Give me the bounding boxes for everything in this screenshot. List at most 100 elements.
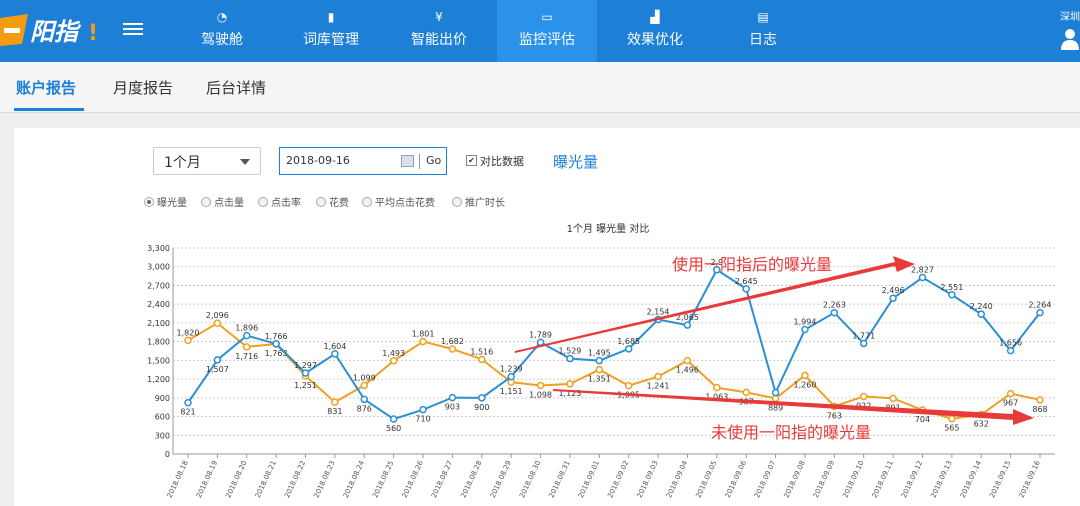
x-tick-label: 2018.09.03: [636, 459, 660, 499]
chevron-down-icon: [240, 159, 250, 165]
data-label: 821: [180, 408, 195, 417]
report-panel: [14, 128, 1080, 506]
y-tick-label: 1,500: [147, 356, 170, 365]
nav-item-label: 效果优化: [627, 32, 683, 48]
bookmark-icon: ▮: [327, 10, 335, 24]
tab-backend-details[interactable]: 后台详情: [206, 79, 267, 97]
data-point: [889, 394, 897, 403]
nav-item-2[interactable]: ¥ 智能出价: [389, 0, 489, 62]
x-tick-label: 2018.08.26: [401, 459, 425, 499]
data-point: [889, 294, 897, 302]
data-label: 1,896: [235, 324, 258, 333]
nav-item-4[interactable]: ▟ 效果优化: [605, 0, 705, 62]
data-point: [389, 415, 398, 423]
data-point: [654, 372, 662, 381]
calendar-icon[interactable]: [401, 155, 414, 167]
radio-duration[interactable]: 推广时长: [452, 194, 505, 209]
user-avatar-icon[interactable]: [1060, 28, 1080, 50]
radio-impressions[interactable]: 曝光量: [144, 194, 187, 209]
y-tick-label: 300: [155, 431, 170, 440]
data-point: [478, 394, 486, 402]
tab-account-report[interactable]: 账户报告: [16, 79, 77, 97]
data-label: 1,099: [353, 373, 376, 382]
user-location: 深圳: [1060, 12, 1080, 23]
go-button[interactable]: Go: [426, 154, 442, 167]
radio-ctr[interactable]: 点击率: [258, 194, 301, 209]
data-label: 1,516: [470, 347, 493, 356]
x-tick-label: 2018.09.04: [665, 459, 689, 499]
nav-item-0[interactable]: ◔ 驾驶舱: [172, 0, 272, 62]
nav-item-1[interactable]: ▮ 词库管理: [281, 0, 381, 62]
data-label: 1,239: [500, 365, 523, 374]
x-tick-label: 2018.09.02: [606, 459, 630, 499]
data-point: [1036, 396, 1044, 404]
period-select-value: 1个月: [164, 155, 201, 171]
data-point: [331, 350, 339, 358]
radio-icon: [362, 197, 372, 207]
data-point: [713, 383, 721, 392]
data-point: [1036, 308, 1044, 317]
nav-item-5[interactable]: ▤ 日志: [713, 0, 813, 62]
y-tick-label: 3,300: [147, 244, 170, 253]
monitor-icon: ▭: [541, 10, 553, 24]
data-point: [243, 343, 251, 351]
x-tick-label: 2018.08.23: [313, 459, 337, 499]
x-tick-label: 2018.09.05: [694, 459, 718, 499]
data-point: [595, 365, 604, 374]
data-label: 2,827: [911, 266, 934, 275]
y-tick-label: 0: [165, 450, 170, 459]
data-point: [713, 266, 721, 274]
top-navigation-bar: 阳指 ! ◔ 驾驶舱 ▮ 词库管理 ¥ 智能出价 ▭ 监控评估 ▟ 效果优化 ▤ 日志 深圳: [0, 0, 1080, 62]
radio-icon: [452, 197, 462, 207]
data-label: 1,716: [235, 352, 258, 361]
data-point: [1006, 389, 1015, 398]
nav-item-3[interactable]: ▭ 监控评估: [497, 0, 597, 62]
data-label: 560: [386, 424, 401, 433]
x-tick-label: 2018.09.09: [812, 459, 836, 499]
x-tick-label: 2018.09.01: [577, 459, 601, 499]
data-label: 710: [415, 415, 430, 424]
data-point: [742, 388, 750, 397]
radio-cost[interactable]: 花费: [316, 194, 349, 209]
data-label: 2,065: [676, 313, 699, 322]
radio-clicks[interactable]: 点击量: [201, 194, 244, 209]
x-tick-label: 2018.08.25: [371, 459, 395, 499]
data-point: [830, 308, 839, 317]
radio-icon: [316, 197, 326, 207]
data-point: [566, 380, 574, 388]
data-point: [566, 354, 574, 363]
period-select[interactable]: 1个月: [153, 147, 261, 175]
divider: [419, 154, 420, 169]
hamburger-menu-icon[interactable]: [123, 20, 143, 36]
x-tick-label: 2018.09.08: [783, 459, 807, 499]
data-point: [801, 371, 809, 380]
data-point: [419, 405, 427, 414]
data-label: 831: [327, 407, 342, 416]
data-label: 1,507: [206, 365, 229, 374]
data-label: 2,9: [710, 258, 723, 267]
data-label: 1,685: [617, 337, 640, 346]
x-tick-label: 2018.08.24: [342, 459, 366, 499]
annotation-with-product: 使用一阳指后的曝光量: [672, 255, 832, 274]
x-tick-label: 2018.09.10: [841, 459, 865, 499]
data-point: [184, 398, 192, 407]
yen-icon: ¥: [435, 10, 443, 24]
data-point: [448, 393, 457, 402]
tab-monthly-report[interactable]: 月度报告: [113, 79, 174, 97]
date-input[interactable]: 2018-09-16 Go: [279, 147, 447, 175]
data-label: 1,098: [529, 390, 552, 399]
data-label: 1,351: [588, 375, 611, 384]
x-tick-label: 2018.08.30: [518, 459, 542, 499]
data-label: 1,656: [999, 339, 1022, 348]
data-label: 2,645: [735, 277, 758, 286]
brand-logo[interactable]: 阳指 !: [0, 10, 102, 50]
data-label: 1,063: [705, 393, 728, 402]
radio-avg-cpc[interactable]: 平均点击花费: [362, 194, 435, 209]
x-tick-label: 2018.09.07: [753, 459, 777, 499]
data-label: 763: [827, 411, 842, 420]
data-label: 1,801: [412, 330, 435, 339]
compare-checkbox[interactable]: ✔: [466, 155, 477, 166]
data-label: 868: [1032, 405, 1047, 414]
data-point: [301, 369, 310, 377]
data-label: 1,771: [852, 331, 875, 340]
